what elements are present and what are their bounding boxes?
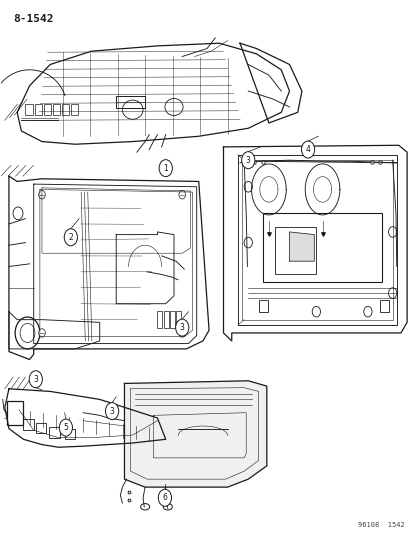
Text: 2: 2 <box>68 233 73 242</box>
Bar <box>163 311 168 328</box>
Text: 3: 3 <box>33 375 38 384</box>
Circle shape <box>64 229 77 246</box>
Bar <box>62 104 69 115</box>
Bar <box>274 227 316 274</box>
Circle shape <box>105 402 119 419</box>
Bar <box>116 96 145 108</box>
Bar <box>157 311 162 328</box>
Text: 5: 5 <box>63 423 68 432</box>
Circle shape <box>38 329 45 337</box>
Text: 3: 3 <box>179 323 184 332</box>
Bar <box>34 104 42 115</box>
Bar <box>258 300 267 312</box>
Circle shape <box>59 419 72 436</box>
Bar <box>49 427 59 438</box>
Circle shape <box>29 370 42 387</box>
Text: 96108  1542: 96108 1542 <box>357 522 404 528</box>
Circle shape <box>38 190 45 199</box>
Circle shape <box>178 190 185 199</box>
Text: 6: 6 <box>162 493 167 502</box>
Text: 4: 4 <box>305 145 310 154</box>
Bar <box>25 104 33 115</box>
Bar <box>23 419 33 430</box>
Circle shape <box>159 160 172 176</box>
Circle shape <box>158 489 171 506</box>
Text: 3: 3 <box>109 407 114 416</box>
Circle shape <box>301 141 314 158</box>
Circle shape <box>178 329 185 337</box>
Bar <box>176 311 180 328</box>
Bar <box>36 423 46 433</box>
Text: 8-1542: 8-1542 <box>13 14 53 24</box>
Bar <box>71 104 78 115</box>
Text: 3: 3 <box>245 156 250 165</box>
Bar <box>7 401 23 425</box>
Bar <box>262 213 382 282</box>
Text: 1: 1 <box>163 164 168 173</box>
Circle shape <box>175 319 188 336</box>
Bar <box>43 104 51 115</box>
Bar <box>169 311 174 328</box>
Bar <box>380 300 389 312</box>
Polygon shape <box>124 381 266 487</box>
Polygon shape <box>289 232 313 261</box>
Circle shape <box>241 152 254 168</box>
Bar <box>64 429 75 439</box>
Bar <box>52 104 60 115</box>
